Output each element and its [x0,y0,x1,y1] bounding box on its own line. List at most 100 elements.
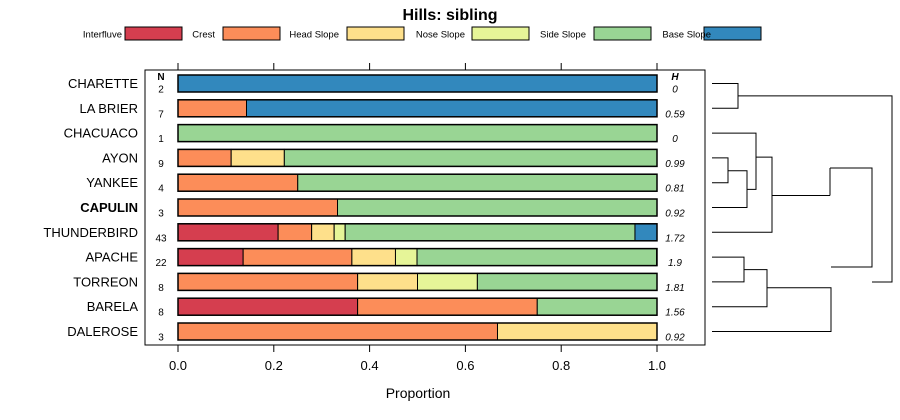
x-axis: 0.0 0.2 0.4 0.6 0.8 1.0 [169,63,666,373]
x-tick-label: 0.8 [552,358,570,373]
row-n-ayon: 9 [158,159,164,170]
row-n-capulin: 3 [158,209,164,220]
dendrogram-branch-1 [712,157,729,184]
legend-label-head-slope: Head Slope [289,30,339,41]
chart-title: Hills: sibling [402,7,497,24]
legend-label-base-slope: Base Slope [662,30,711,41]
row-label-apache: APACHE [86,250,139,265]
row-n-chacuaco: 1 [158,134,164,145]
bar-outline-ayon [177,148,658,168]
bar-outline-thunderbird [177,223,658,242]
legend-swatch-base-slope [703,26,762,41]
bar-segment-capulin-crest [177,198,339,217]
bar-segment-torreon-side-slope [476,272,658,291]
bar-segment-charette-base-slope [177,74,658,93]
bar-segment-yankee-side-slope [297,173,658,192]
dendrogram-branch-2 [712,170,748,208]
bar-segment-ayon-crest [177,148,232,167]
legend: Interfluve Crest Head Slope Nose Slope Side … [83,26,762,41]
row-h-ayon: 0.99 [665,159,685,170]
bar-segment-capulin-side-slope [337,198,658,217]
dendrogram [712,83,893,332]
plot-frame [144,69,706,346]
bar-outline-la-brier [177,99,658,118]
row-h-apache: 1.9 [668,258,682,269]
legend-swatch-nose-slope [471,26,530,41]
legend-swatch-interfluve [124,26,183,41]
bar-segment-apache-side-slope [416,248,658,267]
bar-segment-thunderbird-interfluve [177,223,279,242]
bar-segment-chacuaco-side-slope [177,124,658,143]
row-n-thunderbird: 43 [155,233,167,244]
h-column-header: H [671,72,679,83]
bar-segment-thunderbird-crest [277,223,313,242]
row-h-barela: 1.56 [665,308,685,319]
row-label-yankee: YANKEE [86,175,138,190]
bar-outline-dalerose [177,322,658,341]
dendrogram-branch-6 [712,269,768,308]
dendrogram-branch-9 [830,167,873,268]
row-h-yankee: 0.81 [665,184,684,195]
dendrogram-branch-3 [712,132,757,190]
bar-outline-barela [177,297,658,316]
bar-outline-charette [177,74,658,93]
bar-segment-ayon-head-slope [230,148,285,167]
row-n-barela: 8 [158,308,164,319]
row-h-torreon: 1.81 [665,283,684,294]
bar-segment-barela-side-slope [536,297,658,316]
legend-label-crest: Crest [192,30,215,41]
row-n-apache: 22 [155,258,167,269]
row-h-chacuaco: 0 [672,134,678,145]
bar-segment-yankee-crest [177,173,299,192]
bar-segment-torreon-nose-slope [417,272,478,291]
row-n-la-brier: 7 [158,109,164,120]
bar-outline-torreon [177,272,658,292]
dendrogram-branch-7 [712,287,832,332]
row-h-dalerose: 0.92 [665,333,685,344]
row-label-torreon: TORREON [73,274,138,289]
row-label-thunderbird: THUNDERBIRD [43,225,138,240]
row-n-yankee: 4 [158,184,164,195]
legend-label-side-slope: Side Slope [540,30,586,41]
row-h-charette: 0 [672,85,678,96]
x-tick-label: 0.6 [456,358,474,373]
x-tick-label: 0.0 [169,358,187,373]
x-tick-label: 0.4 [361,358,379,373]
bar-segment-apache-crest [242,248,353,267]
bar-segment-torreon-crest [177,272,359,291]
bar-segment-la-brier-crest [177,99,247,118]
row-label-charette: CHARETTE [68,76,138,91]
legend-swatch-side-slope [593,26,652,41]
bar-segment-torreon-head-slope [357,272,418,291]
bar-outline-capulin [177,198,658,217]
dendrogram-branch-5 [712,256,745,283]
row-label-barela: BARELA [87,299,139,314]
x-axis-label: Proportion [386,385,451,401]
row-h-thunderbird: 1.72 [665,233,685,244]
row-label-dalerose: DALEROSE [67,324,138,339]
bar-segment-thunderbird-base-slope [634,223,658,242]
legend-swatch-crest [222,26,281,41]
bar-segment-thunderbird-nose-slope [333,223,346,242]
x-tick-label: 0.2 [265,358,283,373]
row-n-torreon: 8 [158,283,164,294]
bar-segment-barela-crest [357,297,538,316]
row-n-dalerose: 3 [158,333,164,344]
bar-outline-chacuaco [177,123,658,143]
bar-segment-apache-nose-slope [394,248,418,267]
row-h-capulin: 0.92 [665,209,685,220]
row-label-capulin: CAPULIN [80,200,138,215]
legend-label-interfluve: Interfluve [83,30,122,41]
bar-segment-dalerose-crest [177,322,498,341]
dendrogram-branch-0 [712,83,739,109]
dendrogram-branch-4 [712,156,773,233]
row-label-chacuaco: CHACUACO [64,126,138,141]
row-n-charette: 2 [158,85,164,96]
bar-segment-thunderbird-head-slope [311,223,335,242]
bar-outline-apache [177,247,658,267]
legend-label-nose-slope: Nose Slope [416,30,465,41]
dendrogram-branch-10 [738,95,893,283]
bar-segment-la-brier-base-slope [245,99,658,118]
bar-segment-dalerose-head-slope [496,322,658,341]
